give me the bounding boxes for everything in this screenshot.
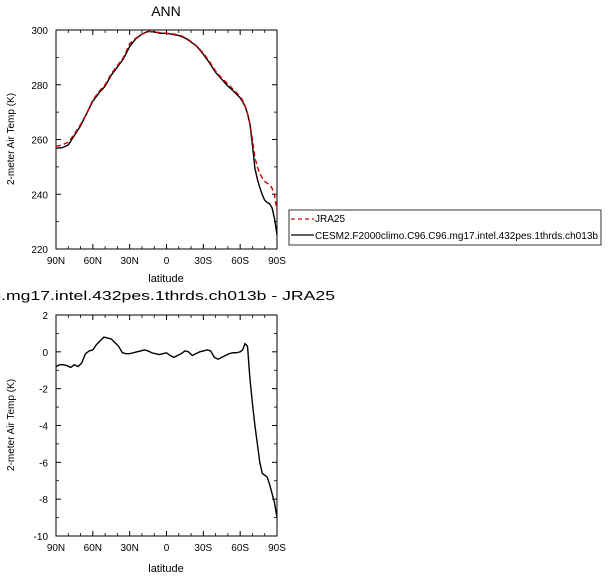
bottom-x-tick-label: 60N <box>84 543 102 554</box>
top-plot-frame <box>55 29 278 250</box>
top-y-tick-label: 260 <box>31 136 48 147</box>
top-y-tick-label: 280 <box>31 81 48 92</box>
top-series-line-jra25 <box>55 30 278 211</box>
bottom-y-tick-label: -6 <box>39 458 48 469</box>
top-x-axis-label: latitude <box>148 273 183 285</box>
bottom-series-line-difference <box>55 336 278 518</box>
bottom-panel: CESM2.F2000climo.C96.C96.mg17.intel.432p… <box>0 288 335 575</box>
bottom-y-axis-label: 2-meter Air Temp (K) <box>6 379 17 471</box>
bottom-x-tick-label: 30S <box>194 543 212 554</box>
bottom-y-tick-label: 2 <box>42 311 48 322</box>
bottom-y-tick-label: -4 <box>39 422 48 433</box>
top-x-tick-label: 30S <box>194 256 212 267</box>
bottom-x-tick-label: 30N <box>120 543 138 554</box>
legend: JRA25 CESM2.F2000climo.C96.C96.mg17.inte… <box>288 209 602 246</box>
top-x-tick-label: 60S <box>231 256 249 267</box>
top-x-tick-label: 90S <box>268 256 286 267</box>
top-y-axis-label: 2-meter Air Temp (K) <box>6 93 17 185</box>
bottom-y-tick-label: -8 <box>39 495 48 506</box>
top-y-tick-label: 220 <box>31 245 48 256</box>
bottom-x-tick-label: 0 <box>164 543 170 554</box>
top-plot-area: 90N 60N 30N 0 30S 60S 90S 220 240 260 280 300 <box>31 26 286 267</box>
bottom-plot-area: 90N 60N 30N 0 30S 60S 90S -10 -8 -6 -4 -2 0 2 <box>34 311 287 554</box>
top-y-tick-label: 300 <box>31 26 48 37</box>
bottom-chart-title: CESM2.F2000climo.C96.C96.mg17.intel.432p… <box>0 288 335 303</box>
legend-label-jra25: JRA25 <box>315 214 345 225</box>
bottom-x-tick-label: 90N <box>47 543 65 554</box>
top-x-tick-label: 90N <box>47 256 65 267</box>
bottom-x-axis-label: latitude <box>148 563 183 575</box>
top-chart-title: ANN <box>151 3 181 19</box>
legend-label-cesm2: CESM2.F2000climo.C96.C96.mg17.intel.432p… <box>315 231 598 242</box>
bottom-y-tick-label: 0 <box>42 348 48 359</box>
bottom-y-tick-label: -10 <box>34 532 49 543</box>
top-x-tick-label: 0 <box>164 256 170 267</box>
bottom-x-tick-label: 90S <box>268 543 286 554</box>
top-y-tick-label: 240 <box>31 190 48 201</box>
top-series-line-cesm2 <box>55 30 278 235</box>
top-x-tick-label: 60N <box>84 256 102 267</box>
top-panel: ANN 2-meter Air Temp (K) latitude 90N 60N… <box>6 3 286 285</box>
bottom-x-tick-label: 60S <box>231 543 249 554</box>
top-x-tick-label: 30N <box>120 256 138 267</box>
legend-box <box>288 209 602 246</box>
bottom-y-tick-label: -2 <box>39 385 48 396</box>
